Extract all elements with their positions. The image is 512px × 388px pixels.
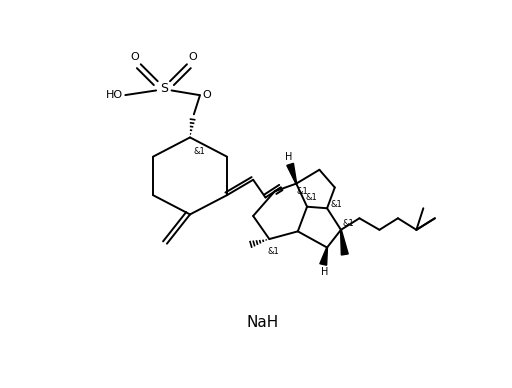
- Text: &1: &1: [305, 193, 317, 202]
- Text: &1: &1: [267, 247, 279, 256]
- Text: &1: &1: [296, 187, 308, 196]
- Text: O: O: [130, 52, 139, 62]
- Text: H: H: [285, 152, 292, 162]
- Text: S: S: [160, 82, 168, 95]
- Text: O: O: [203, 90, 211, 100]
- Text: O: O: [189, 52, 198, 62]
- Text: HO: HO: [106, 90, 123, 100]
- Polygon shape: [287, 163, 296, 184]
- Text: &1: &1: [194, 147, 205, 156]
- Text: &1: &1: [343, 219, 354, 228]
- Text: NaH: NaH: [246, 315, 279, 330]
- Polygon shape: [340, 230, 348, 255]
- Polygon shape: [320, 248, 328, 265]
- Text: H: H: [321, 267, 329, 277]
- Text: &1: &1: [330, 200, 342, 209]
